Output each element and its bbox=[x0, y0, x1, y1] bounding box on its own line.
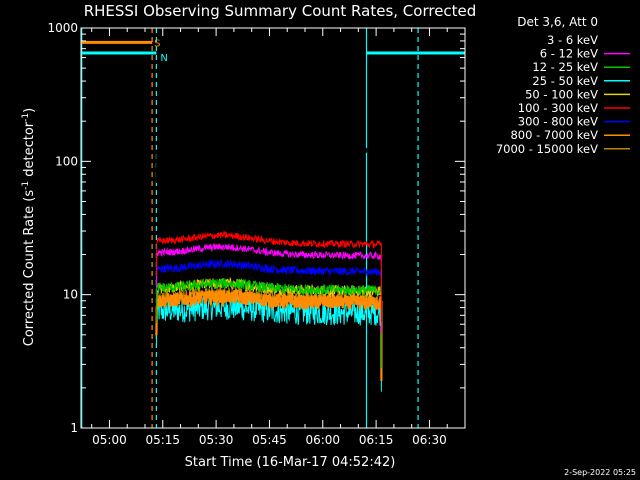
plot-frame bbox=[80, 27, 466, 429]
y-axis-label-mid: detector bbox=[22, 121, 37, 181]
series-line-0 bbox=[155, 143, 382, 208]
y-axis-label-main: Corrected Count Rate (s bbox=[22, 190, 37, 347]
legend-header: Det 3,6, Att 0 bbox=[517, 15, 598, 29]
y-tick-label: 100 bbox=[55, 154, 78, 168]
y-tick-label: 1 bbox=[70, 421, 78, 435]
legend-label-8: 7000 - 15000 keV bbox=[496, 142, 598, 156]
x-tick-label: 05:45 bbox=[252, 433, 287, 447]
x-tick-label: 06:30 bbox=[412, 433, 447, 447]
legend-label-2: 12 - 25 keV bbox=[532, 60, 598, 74]
x-axis-label: Start Time (16-Mar-17 04:52:42) bbox=[185, 455, 396, 470]
series-line-7 bbox=[155, 287, 383, 381]
footer-date: 2-Sep-2022 05:25 bbox=[564, 468, 636, 477]
legend-label-4: 50 - 100 keV bbox=[525, 87, 598, 101]
legend-label-3: 25 - 50 keV bbox=[532, 74, 598, 88]
y-axis-label-sup1: -1 bbox=[21, 181, 31, 190]
x-tick-label: 05:00 bbox=[92, 433, 127, 447]
legend-label-6: 300 - 800 keV bbox=[518, 115, 598, 129]
legend-label-1: 6 - 12 keV bbox=[540, 47, 598, 61]
y-axis-label-sup2: -1 bbox=[21, 113, 31, 122]
x-tick-label: 05:15 bbox=[145, 433, 180, 447]
y-axis-label-end: ) bbox=[22, 108, 37, 113]
x-tick-label: 06:15 bbox=[359, 433, 394, 447]
legend-label-5: 100 - 300 keV bbox=[518, 101, 598, 115]
night-label: N bbox=[160, 53, 167, 64]
legend-label-7: 800 - 7000 keV bbox=[510, 128, 598, 142]
x-tick-label: 06:00 bbox=[305, 433, 340, 447]
chart-title: RHESSI Observing Summary Count Rates, Co… bbox=[84, 2, 477, 20]
y-axis-label: Corrected Count Rate (s-1 detector-1) bbox=[21, 108, 37, 346]
plot-traces: SN bbox=[81, 28, 465, 428]
saa-label: S bbox=[154, 38, 160, 49]
axis-ticks: 1 10 100 1000 05:00 05:15 05:30 05:45 06:00 06:15… bbox=[47, 21, 466, 447]
plot-border bbox=[80, 27, 466, 429]
series-line-2 bbox=[155, 278, 382, 369]
y-tick-label: 10 bbox=[63, 288, 78, 302]
series-line-6 bbox=[155, 258, 382, 350]
series-line-5 bbox=[155, 230, 382, 322]
x-tick-label: 05:30 bbox=[199, 433, 234, 447]
legend-label-0: 3 - 6 keV bbox=[547, 33, 598, 47]
series-line-1 bbox=[155, 242, 382, 334]
y-tick-label: 1000 bbox=[47, 21, 78, 35]
